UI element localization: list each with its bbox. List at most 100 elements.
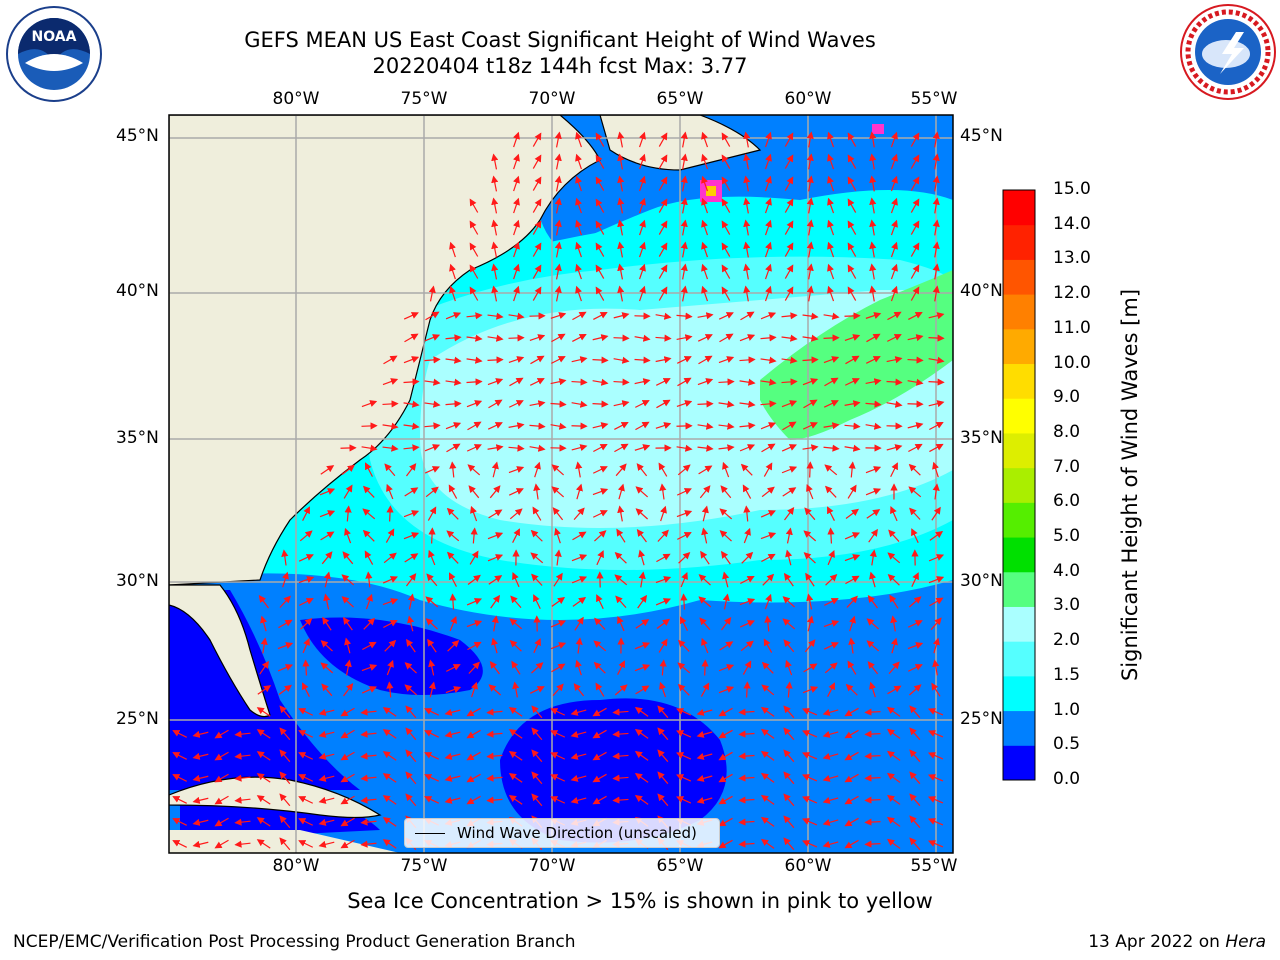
wave-direction-arrow: [743, 219, 751, 236]
footer-date: 13 Apr 2022 on Hera: [1088, 932, 1266, 952]
wave-direction-arrow: [886, 378, 903, 386]
wave-direction-arrow: [340, 707, 355, 717]
wave-direction-arrow: [470, 505, 478, 522]
wave-direction-arrow: [655, 334, 672, 342]
wave-direction-arrow: [593, 661, 606, 674]
wave-direction-arrow: [320, 465, 335, 475]
wave-direction-arrow: [738, 708, 755, 716]
wave-direction-arrow: [909, 749, 921, 763]
wave-direction-arrow: [382, 795, 397, 805]
lat-label-right: 40°N: [960, 281, 1003, 301]
wave-direction-arrow: [340, 839, 355, 849]
wave-direction-arrow: [764, 153, 772, 170]
wave-direction-arrow: [927, 774, 944, 782]
wave-direction-arrow: [718, 356, 735, 364]
wave-direction-arrow: [530, 552, 544, 564]
wave-direction-arrow: [887, 685, 902, 695]
wave-direction-arrow: [466, 312, 483, 320]
colorbar-tick-label: 0.5: [1053, 734, 1081, 755]
wave-direction-arrow: [783, 771, 795, 785]
wave-direction-arrow: [656, 399, 671, 409]
wave-direction-arrow: [722, 461, 730, 478]
wave-direction-arrow: [927, 708, 944, 716]
wave-direction-arrow: [617, 175, 625, 192]
wave-direction-arrow: [886, 794, 901, 805]
wave-direction-arrow: [638, 219, 646, 236]
wave-direction-arrow: [530, 355, 545, 365]
wave-direction-arrow: [658, 132, 668, 147]
wave-direction-arrow: [823, 334, 840, 342]
wave-direction-arrow: [384, 463, 396, 477]
wave-direction-arrow: [469, 220, 479, 235]
wave-direction-arrow: [424, 774, 440, 782]
wave-direction-arrow: [927, 840, 944, 848]
wave-direction-arrow: [718, 664, 735, 672]
wave-direction-arrow: [844, 334, 861, 342]
wave-direction-arrow: [424, 356, 441, 364]
wave-direction-arrow: [616, 528, 626, 543]
wave-direction-arrow: [277, 642, 294, 650]
wave-direction-arrow: [466, 400, 483, 408]
wave-direction-arrow: [761, 553, 776, 563]
wave-direction-arrow: [424, 444, 441, 452]
wave-direction-arrow: [869, 681, 876, 698]
wave-direction-arrow: [866, 333, 881, 343]
colorbar-segment: [1003, 675, 1035, 712]
colorbar-segment: [1003, 710, 1035, 746]
wave-direction-arrow: [827, 263, 835, 280]
wave-direction-arrow: [721, 132, 731, 147]
wave-direction-arrow: [214, 839, 229, 849]
wave-direction-arrow: [928, 356, 945, 364]
wave-direction-arrow: [932, 285, 940, 302]
wave-direction-arrow: [405, 705, 417, 719]
wave-direction-arrow: [844, 839, 859, 849]
wave-direction-arrow: [256, 795, 271, 805]
wave-direction-arrow: [614, 443, 629, 453]
wave-direction-arrow: [680, 616, 688, 631]
wave-direction-arrow: [550, 642, 567, 650]
wave-direction-arrow: [760, 312, 777, 320]
wave-direction-arrow: [508, 334, 525, 342]
wave-direction-arrow: [513, 241, 520, 258]
wave-direction-arrow: [319, 510, 336, 518]
wave-direction-arrow: [531, 727, 543, 741]
wave-direction-arrow: [676, 752, 692, 760]
wave-direction-arrow: [718, 686, 735, 694]
wave-direction-arrow: [721, 198, 731, 213]
wave-direction-arrow: [824, 662, 838, 674]
wave-direction-arrow: [449, 593, 457, 610]
wave-direction-arrow: [529, 686, 545, 694]
wave-direction-arrow: [932, 219, 940, 236]
wave-direction-arrow: [552, 683, 564, 697]
wave-direction-arrow: [466, 620, 483, 628]
wave-direction-arrow: [721, 154, 731, 169]
wave-direction-arrow: [444, 796, 461, 804]
wave-direction-arrow: [172, 818, 187, 826]
wave-direction-arrow: [657, 727, 669, 741]
wave-direction-arrow: [425, 486, 439, 498]
wave-direction-arrow: [658, 154, 668, 169]
wave-direction-arrow: [279, 727, 291, 741]
wave-direction-arrow: [868, 528, 878, 543]
wave-direction-arrow: [823, 422, 840, 430]
wave-direction-arrow: [405, 727, 417, 741]
wave-direction-arrow: [844, 532, 860, 540]
wave-direction-arrow: [467, 574, 481, 585]
wave-direction-arrow: [634, 706, 649, 717]
wave-direction-arrow: [847, 242, 857, 257]
wave-direction-arrow: [806, 285, 814, 302]
wave-direction-arrow: [467, 421, 482, 431]
wave-direction-arrow: [784, 198, 794, 213]
wave-direction-arrow: [699, 617, 711, 631]
wave-direction-arrow: [592, 795, 607, 805]
wave-direction-arrow: [234, 840, 251, 848]
wave-direction-arrow: [513, 285, 520, 302]
colorbar-segment: [1003, 571, 1035, 607]
wave-direction-arrow: [595, 198, 605, 213]
wave-direction-arrow: [533, 638, 541, 654]
wave-direction-arrow: [720, 617, 732, 631]
wave-direction-arrow: [406, 638, 416, 653]
colorbar-frame: [1002, 189, 1036, 781]
wave-direction-arrow: [405, 771, 417, 785]
wave-direction-arrow: [659, 681, 667, 698]
